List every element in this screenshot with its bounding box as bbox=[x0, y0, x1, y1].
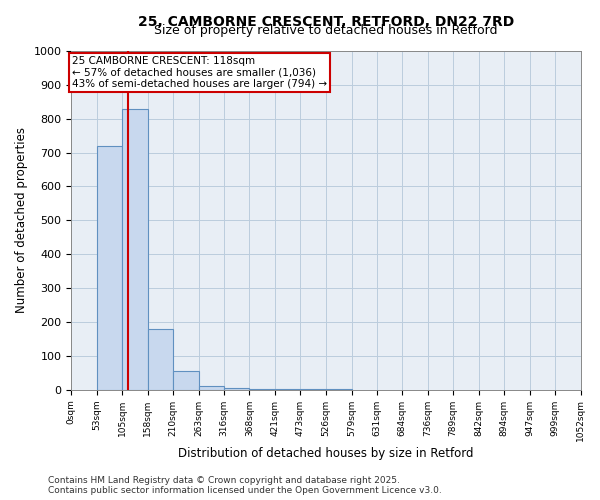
Bar bbox=[250, 389, 275, 390]
Text: Contains HM Land Registry data © Crown copyright and database right 2025.
Contai: Contains HM Land Registry data © Crown c… bbox=[48, 476, 442, 495]
Text: Size of property relative to detached houses in Retford: Size of property relative to detached ho… bbox=[154, 24, 497, 38]
X-axis label: Distribution of detached houses by size in Retford: Distribution of detached houses by size … bbox=[178, 447, 473, 460]
Text: 25 CAMBORNE CRESCENT: 118sqm
← 57% of detached houses are smaller (1,036)
43% of: 25 CAMBORNE CRESCENT: 118sqm ← 57% of de… bbox=[72, 56, 328, 90]
Bar bbox=[122, 108, 148, 390]
Bar bbox=[199, 386, 224, 390]
Bar bbox=[224, 388, 250, 390]
Bar bbox=[148, 329, 173, 390]
Bar bbox=[97, 146, 122, 390]
Title: 25, CAMBORNE CRESCENT, RETFORD, DN22 7RD: 25, CAMBORNE CRESCENT, RETFORD, DN22 7RD bbox=[138, 15, 514, 29]
Y-axis label: Number of detached properties: Number of detached properties bbox=[15, 128, 28, 314]
Bar bbox=[173, 371, 199, 390]
